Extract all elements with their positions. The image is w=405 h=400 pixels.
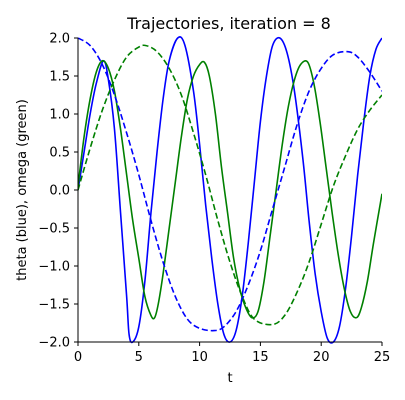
series-line-omega-solid [78, 59, 382, 320]
y-tick-label: −1.5 [38, 298, 70, 313]
y-tick-label: −2.0 [38, 336, 70, 351]
series-line-omega-dashed [78, 44, 382, 326]
x-tick-label: 20 [313, 350, 330, 365]
series-line-theta-solid [78, 36, 382, 344]
chart-title: Trajectories, iteration = 8 [126, 14, 331, 33]
y-tick-label: 1.5 [49, 70, 70, 85]
series-group [78, 36, 382, 344]
series-line-theta-dashed [78, 37, 382, 332]
y-tick-label: 0.0 [49, 184, 70, 199]
x-tick-label: 5 [135, 350, 143, 365]
plot-area [78, 36, 382, 344]
y-tick-label: 1.0 [49, 108, 70, 123]
x-axis: 0 5 10 15 20 25 [74, 341, 391, 365]
x-tick-label: 10 [191, 350, 208, 365]
y-axis: −2.0 −1.5 −1.0 −0.5 0.0 0.5 1.0 1.5 2.0 [38, 32, 79, 351]
y-tick-label: −1.0 [38, 260, 70, 275]
x-tick-label: 15 [252, 350, 269, 365]
y-tick-label: −0.5 [38, 222, 70, 237]
y-tick-label: 2.0 [49, 32, 70, 47]
x-tick-label: 0 [74, 350, 82, 365]
y-tick-label: 0.5 [49, 146, 70, 161]
x-tick-label: 25 [374, 350, 391, 365]
y-axis-label: theta (blue), omega (green) [15, 99, 30, 281]
x-axis-label: t [227, 371, 232, 386]
